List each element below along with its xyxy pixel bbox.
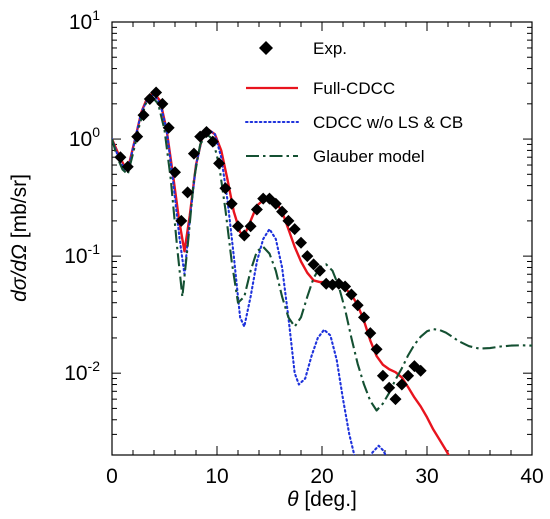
exp-data-point xyxy=(238,229,251,242)
series-line-cdcc-w-o-ls-cb xyxy=(112,93,387,455)
x-tick-label: 30 xyxy=(415,465,438,488)
exp-data-point xyxy=(225,197,238,210)
legend-full-cdcc-label: Full-CDCC xyxy=(313,79,395,98)
legend: Exp. Full-CDCC CDCC w/o LS & CB Glauber … xyxy=(245,39,463,166)
legend-exp-marker xyxy=(259,41,273,55)
exp-data-point xyxy=(257,192,270,205)
exp-data-point xyxy=(187,147,200,160)
exp-data-point xyxy=(288,223,301,236)
y-tick-label: 10-2 xyxy=(64,358,100,385)
legend-glauber-label: Glauber model xyxy=(313,147,425,166)
x-axis-symbol: θ xyxy=(287,488,299,511)
exp-data-point xyxy=(200,125,213,138)
exp-data-point xyxy=(383,381,396,394)
exp-data-point xyxy=(364,327,377,340)
x-axis-title: θ [deg.] xyxy=(287,488,357,511)
x-tick-label: 20 xyxy=(310,465,333,488)
y-axis-title: dσ/dΩ [mb/sr] xyxy=(8,174,31,302)
exp-data-point xyxy=(295,236,307,249)
exp-data-point xyxy=(150,86,163,99)
exp-data-point xyxy=(269,197,282,210)
exp-data-point xyxy=(370,343,383,356)
series-line-glauber-model xyxy=(112,95,532,412)
series-layer xyxy=(112,86,532,455)
legend-cdcc-wo-label: CDCC w/o LS & CB xyxy=(313,113,463,132)
exp-data-point xyxy=(313,264,326,277)
exp-data-point xyxy=(402,369,415,382)
exp-data-point xyxy=(244,220,257,233)
x-tick-labels: 0 10 20 30 40 xyxy=(106,465,544,488)
exp-data-point xyxy=(276,205,289,218)
x-tick-label: 40 xyxy=(520,465,543,488)
exp-data-point xyxy=(181,186,194,199)
exp-data-point xyxy=(121,160,134,173)
exp-data-point xyxy=(376,369,389,382)
exp-data-point xyxy=(114,151,127,164)
x-axis-unit: [deg.] xyxy=(304,488,357,511)
exp-data-point xyxy=(232,220,244,233)
exp-data-point xyxy=(395,378,408,391)
exp-data-point xyxy=(301,250,314,263)
y-tick-label: 101 xyxy=(69,7,100,34)
axis-ticks xyxy=(111,21,533,456)
exp-data-point xyxy=(206,135,219,148)
exp-data-point xyxy=(282,214,295,227)
y-axis-symbol: dσ/dΩ xyxy=(8,244,31,302)
exp-data-point xyxy=(162,121,175,134)
y-tick-label: 10-1 xyxy=(64,241,100,268)
exp-data-point xyxy=(169,166,181,179)
exp-data-point xyxy=(389,393,402,406)
exp-data-point xyxy=(339,280,352,293)
exp-data-point xyxy=(307,258,320,271)
exp-data-point xyxy=(137,109,150,122)
exp-data-point xyxy=(143,92,156,105)
exp-data-point xyxy=(414,364,427,377)
y-tick-label: 100 xyxy=(69,124,100,151)
y-tick-labels: 10-2 10-1 100 101 xyxy=(64,7,100,385)
legend-exp-label: Exp. xyxy=(313,39,347,58)
exp-data-point xyxy=(213,157,226,170)
exp-data-point xyxy=(219,182,232,195)
x-tick-label: 10 xyxy=(205,465,228,488)
exp-data-point xyxy=(351,299,364,312)
exp-data-point xyxy=(175,214,188,227)
exp-data-point xyxy=(358,311,370,324)
exp-data-point xyxy=(345,288,358,301)
exp-data-point xyxy=(250,203,263,216)
exp-data-point xyxy=(131,130,144,143)
exp-data-point xyxy=(156,97,169,110)
y-axis-unit: [mb/sr] xyxy=(8,174,31,238)
x-tick-label: 0 xyxy=(106,465,118,488)
